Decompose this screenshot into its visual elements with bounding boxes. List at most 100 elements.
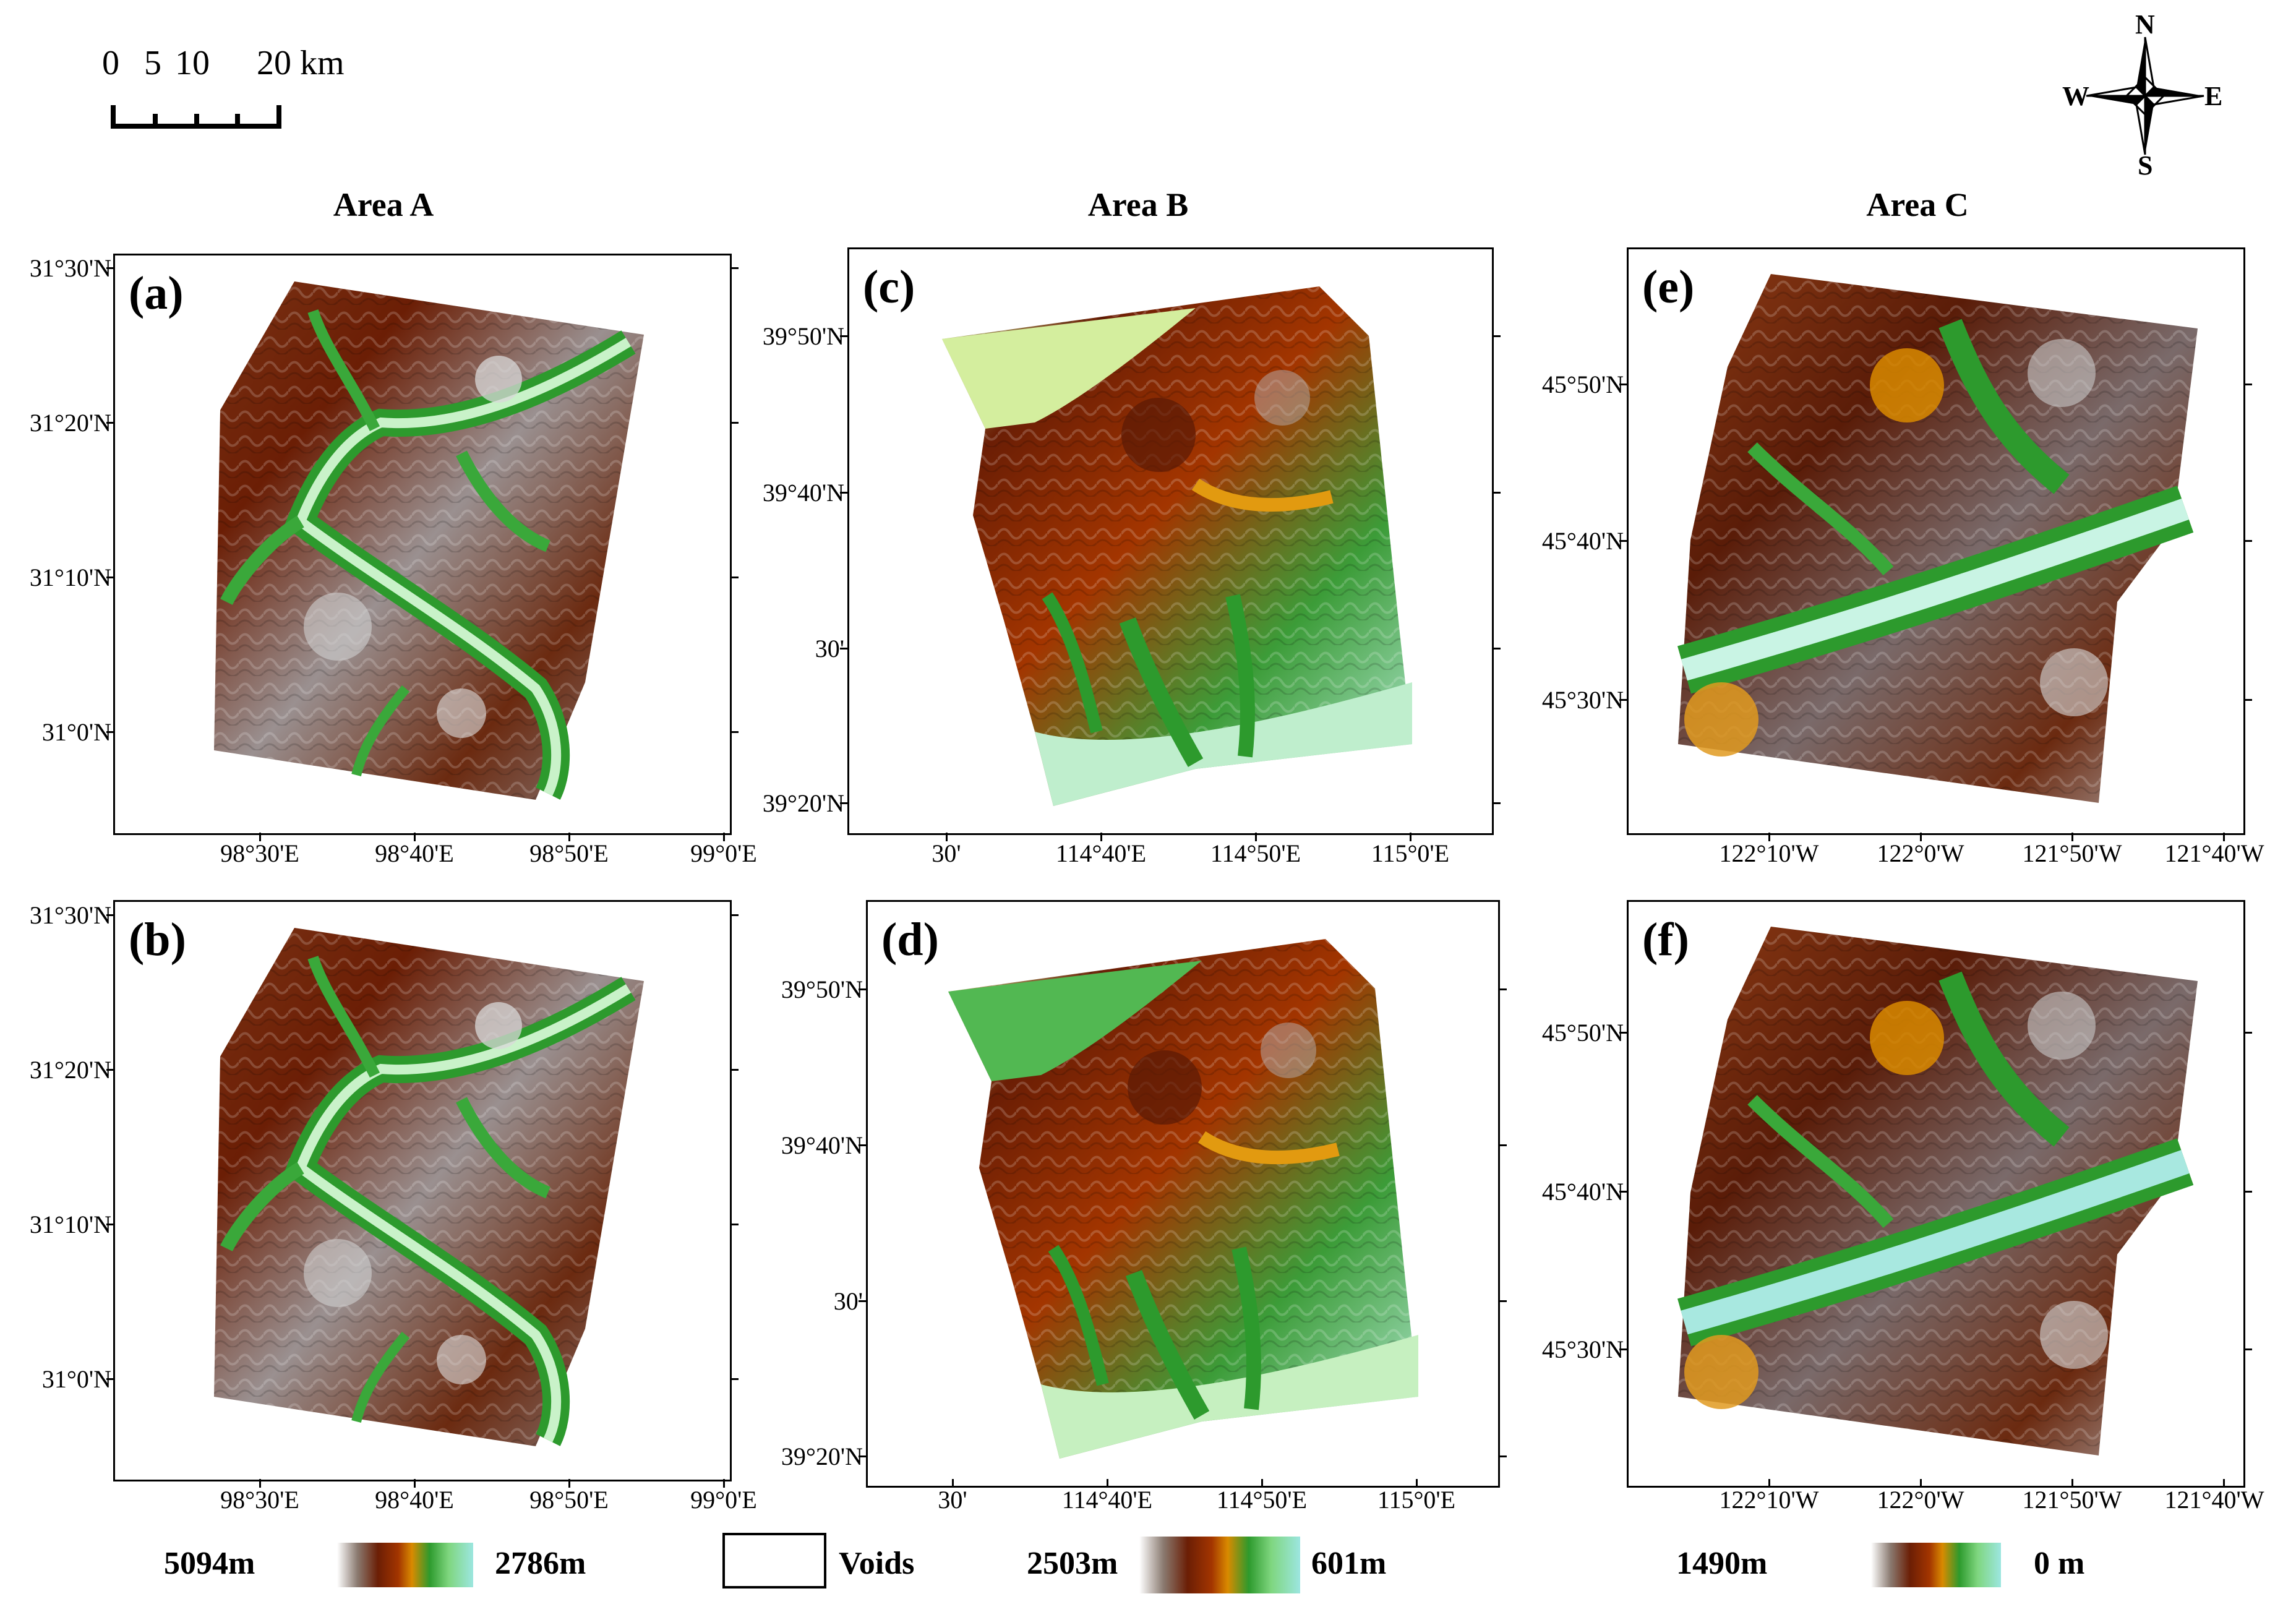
y-tickmark [730, 577, 739, 578]
map-panel-a: (a) [113, 254, 732, 835]
x-tick-label: 98°50'E [529, 839, 609, 867]
x-tickmark [2223, 833, 2225, 841]
y-tickmark [730, 422, 739, 424]
scale-bar-graphic [111, 105, 281, 129]
y-tick-label: 30' [833, 1287, 863, 1315]
y-tickmark [2243, 699, 2252, 701]
x-tickmark [1100, 833, 1102, 841]
y-tickmark [1498, 988, 1507, 990]
y-tickmark [106, 577, 115, 578]
y-tickmark [1619, 1191, 1628, 1193]
y-tickmark [1619, 699, 1628, 701]
x-tickmark [259, 833, 261, 841]
x-tickmark [946, 833, 948, 841]
x-tick-label: 121°50'W [2022, 1486, 2122, 1514]
y-tickmark [730, 1224, 739, 1225]
south-label: S [2138, 150, 2153, 181]
dem-map-f [1677, 927, 2198, 1456]
y-tick-label: 39°50'N [781, 975, 863, 1003]
y-tickmark [730, 731, 739, 733]
x-tick-label: 121°40'W [2164, 839, 2264, 867]
legend-b-ramp [1139, 1537, 1300, 1593]
y-tick-label: 31°0'N [41, 718, 111, 746]
scale-label-0: 0 [102, 44, 119, 82]
x-tick-label: 98°40'E [375, 839, 454, 867]
y-tickmark [1498, 1456, 1507, 1457]
y-tick-label: 39°20'N [762, 789, 844, 817]
y-tick-label: 30' [815, 635, 844, 662]
x-tickmark [2071, 833, 2073, 841]
scale-bar: 0 5 10 20 km [102, 37, 345, 130]
x-tick-label: 121°40'W [2164, 1486, 2264, 1514]
x-tick-label: 98°50'E [529, 1486, 609, 1514]
y-tickmark [730, 1378, 739, 1380]
x-tickmark [2223, 1479, 2225, 1488]
y-tick-label: 45°40'N [1541, 527, 1624, 555]
west-label: W [2062, 81, 2089, 111]
y-tickmark [859, 1144, 867, 1146]
x-tick-label: 98°30'E [220, 839, 299, 867]
area-c-title: Area C [1866, 186, 1969, 223]
y-tickmark [840, 802, 849, 804]
dem-map-d [948, 939, 1418, 1459]
scale-label-5: 5 [144, 44, 161, 82]
area-a-title: Area A [333, 186, 434, 223]
x-tick-label: 122°10'W [1719, 1486, 1819, 1514]
x-tickmark [1920, 833, 1922, 841]
y-tick-label: 39°50'N [762, 322, 844, 350]
y-tickmark [1498, 1144, 1507, 1146]
map-panel-d: (d) [866, 900, 1500, 1488]
y-tick-label: 31°30'N [29, 254, 111, 282]
legend-b-min: 601m [1311, 1546, 1387, 1581]
y-tickmark [859, 1456, 867, 1457]
legend-a-min: 2786m [495, 1546, 586, 1581]
panel-label-f: (f) [1642, 914, 1689, 966]
dem-map-c [942, 286, 1412, 806]
y-tickmark [730, 914, 739, 916]
y-tickmark [106, 1224, 115, 1225]
map-panel-b: (b) [113, 900, 732, 1481]
y-tick-label: 31°30'N [29, 901, 111, 929]
y-tickmark [106, 422, 115, 424]
x-tick-label: 30' [938, 1486, 967, 1514]
x-tick-label: 98°40'E [375, 1486, 454, 1514]
legend-void-label: Voids [839, 1546, 915, 1581]
x-tickmark [723, 833, 725, 841]
x-tick-label: 99°0'E [690, 1486, 757, 1514]
x-tickmark [414, 1479, 416, 1488]
x-tickmark [1920, 1479, 1922, 1488]
y-tickmark [840, 648, 849, 650]
y-tickmark [730, 267, 739, 269]
x-tick-label: 122°10'W [1719, 839, 1819, 867]
y-tickmark [2243, 540, 2252, 542]
x-tickmark [414, 833, 416, 841]
map-panel-e: (e) [1627, 247, 2245, 835]
north-arrow: N S E W [2054, 9, 2227, 181]
x-tickmark [568, 833, 570, 841]
y-tickmark [2243, 1348, 2252, 1350]
y-tick-label: 31°0'N [41, 1365, 111, 1393]
y-tickmark [1492, 335, 1501, 337]
y-tick-label: 45°30'N [1541, 686, 1624, 714]
north-label: N [2135, 9, 2155, 40]
x-tick-label: 122°0'W [1877, 839, 1964, 867]
scale-label-20km: 20 km [257, 44, 345, 82]
compass-rose-icon [2086, 36, 2204, 155]
legend-void-swatch [722, 1533, 826, 1588]
legend-c-ramp [1871, 1543, 2001, 1587]
x-tickmark [1768, 1479, 1770, 1488]
dem-map-b [214, 928, 644, 1446]
dem-map-a [214, 281, 644, 800]
y-tickmark [840, 492, 849, 494]
legend-c-max: 1490m [1676, 1546, 1768, 1581]
x-tick-label: 115°0'E [1371, 839, 1450, 867]
y-tickmark [1619, 540, 1628, 542]
panel-label-c: (c) [863, 261, 915, 313]
x-tick-label: 115°0'E [1377, 1486, 1456, 1514]
panel-label-b: (b) [129, 914, 186, 966]
map-panel-c: (c) [847, 247, 1494, 835]
y-tickmark [106, 1378, 115, 1380]
y-tick-label: 31°10'N [29, 1211, 111, 1238]
scale-label-10: 10 [175, 44, 210, 82]
y-tickmark [106, 914, 115, 916]
